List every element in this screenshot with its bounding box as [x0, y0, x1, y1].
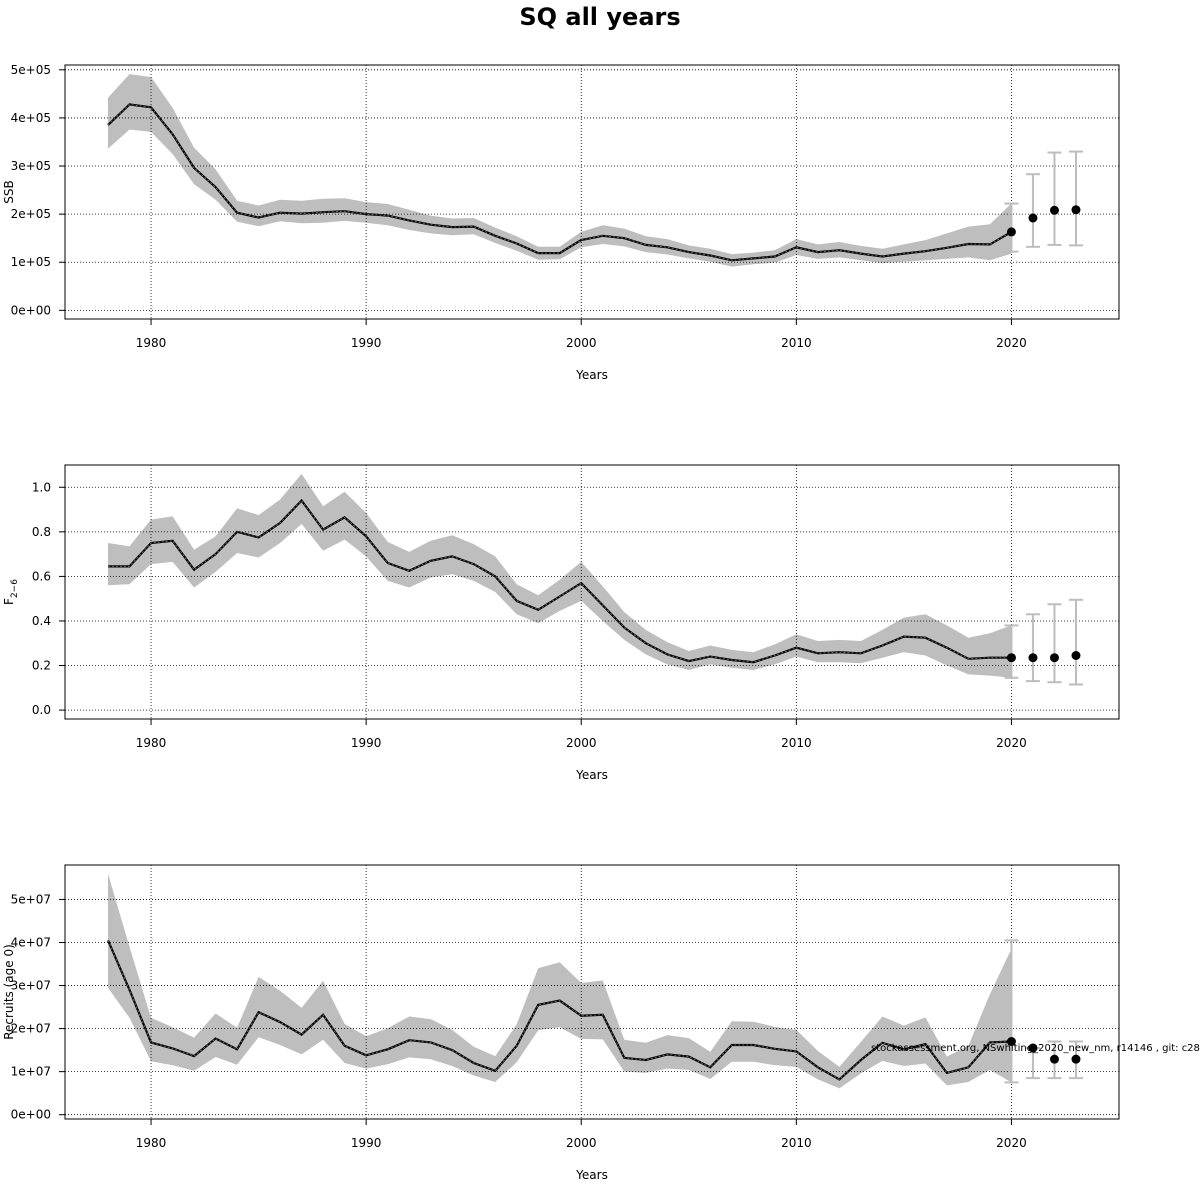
forecast-point [1006, 1037, 1016, 1047]
forecast-point [1006, 227, 1016, 237]
y-axis-label: SSB [2, 180, 16, 203]
y-tick-label: 0.8 [32, 525, 51, 539]
y-tick-label: 4e+07 [11, 935, 51, 949]
panel-2: 1980 1990 2000 2010 2020 Years 0.0 0.2 0.4 0.6 0.8… [2, 464, 1120, 782]
confidence-band [108, 873, 1012, 1089]
y-tick-label: 5e+07 [11, 892, 51, 906]
panel-3: 1980 1990 2000 2010 2020 Years 0e+00 1e+07 2e+07… [2, 864, 1120, 1182]
forecast-point [1049, 205, 1059, 215]
x-tick-label: 1990 [351, 736, 382, 750]
estimate-line [107, 103, 1012, 262]
x-tick-label: 1980 [136, 736, 167, 750]
y-tick-label: 5e+05 [11, 63, 51, 77]
y-tick-label: 0e+00 [11, 1108, 51, 1122]
x-tick-label: 1990 [351, 336, 382, 350]
y-tick-label: 3e+07 [11, 979, 51, 993]
plot-frame [64, 64, 1120, 320]
chart-title: SQ all years [519, 3, 681, 31]
x-tick-label: 2010 [781, 736, 812, 750]
panel-1: 1980 1990 2000 2010 2020 Years 0e+00 1e+05 2e+05… [2, 63, 1120, 382]
x-tick-label: 1990 [351, 1136, 382, 1150]
y-tick-label: 4e+05 [11, 111, 51, 125]
footnote: stockassessment.org, NSwhiting_2020_new_… [871, 1043, 1200, 1054]
estimate-line-dots [107, 103, 1012, 261]
confidence-band [108, 74, 1012, 267]
y-axis-label: F2−6 [2, 579, 20, 605]
x-tick-label: 1980 [136, 336, 167, 350]
y-tick-label: 0.0 [32, 703, 51, 717]
y-axis-label-subscript: 2−6 [10, 579, 20, 598]
y-tick-label: 2e+07 [11, 1022, 51, 1036]
confidence-band [108, 473, 1012, 678]
x-tick-label: 2010 [781, 336, 812, 350]
y-tick-label: 1.0 [32, 480, 51, 494]
estimate-line-dots [107, 940, 1012, 1081]
x-tick-label: 2000 [566, 736, 597, 750]
y-tick-label: 0.2 [32, 659, 51, 673]
y-tick-label: 1e+05 [11, 255, 51, 269]
forecast-point [1028, 653, 1038, 663]
y-tick-label: 3e+05 [11, 159, 51, 173]
y-tick-label: 1e+07 [11, 1065, 51, 1079]
y-tick-label: 0e+00 [11, 303, 51, 317]
forecast-point [1071, 205, 1081, 215]
x-tick-label: 2000 [566, 336, 597, 350]
forecast-point [1049, 1054, 1059, 1064]
plot-frame [64, 864, 1120, 1120]
forecast-point [1071, 651, 1081, 660]
x-axis-label: Years [575, 768, 608, 782]
x-tick-label: 2000 [566, 1136, 597, 1150]
y-tick-label: 0.4 [32, 614, 51, 628]
y-tick-label: 2e+05 [11, 207, 51, 221]
y-tick-label: 0.6 [32, 569, 51, 583]
forecast-point [1006, 653, 1016, 663]
forecast-point [1071, 1054, 1081, 1064]
x-tick-label: 1980 [136, 1136, 167, 1150]
forecast-point [1028, 213, 1038, 223]
x-tick-label: 2020 [996, 336, 1027, 350]
estimate-line-dots [108, 499, 1012, 663]
y-axis-label: Recruits (age 0) [2, 944, 16, 1040]
x-tick-label: 2020 [996, 736, 1027, 750]
x-tick-label: 2010 [781, 1136, 812, 1150]
x-axis-label: Years [575, 368, 608, 382]
plot-frame [64, 464, 1120, 720]
forecast-point [1049, 653, 1059, 663]
x-axis-label: Years [575, 1168, 608, 1182]
x-tick-label: 2020 [996, 1136, 1027, 1150]
forecast-point [1028, 1043, 1038, 1053]
